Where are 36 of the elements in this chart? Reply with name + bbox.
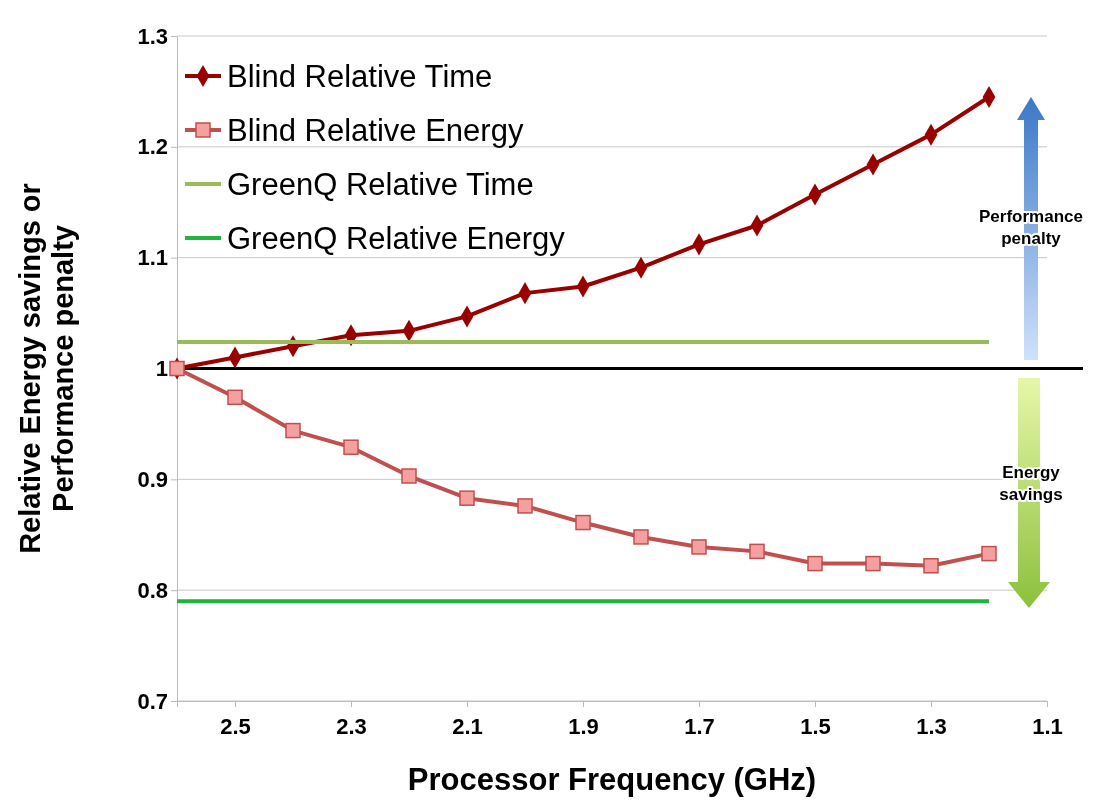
y-tick-label: 0.9 — [137, 466, 168, 492]
point — [401, 468, 417, 484]
point — [343, 439, 359, 455]
y-tick-label: 0.7 — [137, 688, 168, 714]
x-tick-label: 1.1 — [1032, 714, 1063, 740]
y-tick-label: 0.8 — [137, 577, 168, 603]
x-tick-label: 2.3 — [336, 714, 367, 740]
y-tick-label: 1 — [155, 356, 168, 382]
x-axis-title: Processor Frequency (GHz) — [407, 762, 817, 797]
x-tick-label: 2.1 — [452, 714, 483, 740]
point — [633, 529, 649, 545]
point — [459, 490, 475, 506]
point — [227, 389, 243, 406]
x-tick-label: 1.7 — [684, 714, 715, 740]
legend-label: Blind Relative Energy — [227, 113, 524, 148]
point — [807, 555, 823, 572]
point — [517, 498, 533, 514]
point — [981, 545, 997, 562]
point — [285, 422, 301, 439]
point — [865, 555, 881, 572]
x-tick-label: 1.3 — [916, 714, 947, 740]
x-tick-label: 2.5 — [220, 714, 251, 740]
legend-label: GreenQ Relative Energy — [227, 221, 566, 256]
y-tick-label: 1.1 — [137, 245, 168, 271]
point — [691, 539, 707, 555]
x-tick-label: 1.9 — [568, 714, 599, 740]
y-axis-title: Relative Energy savings or Performance penalty — [14, 183, 80, 554]
legend-label: GreenQ Relative Time — [227, 167, 534, 202]
x-tick-label: 1.5 — [800, 714, 831, 740]
y-tick-label: 1.3 — [137, 23, 168, 49]
point — [749, 543, 765, 560]
annotation: Performance penalty — [979, 207, 1083, 249]
point — [923, 558, 939, 574]
point — [575, 514, 591, 531]
y-tick-label: 1.2 — [137, 134, 168, 160]
legend-label: Blind Relative Time — [227, 59, 493, 94]
